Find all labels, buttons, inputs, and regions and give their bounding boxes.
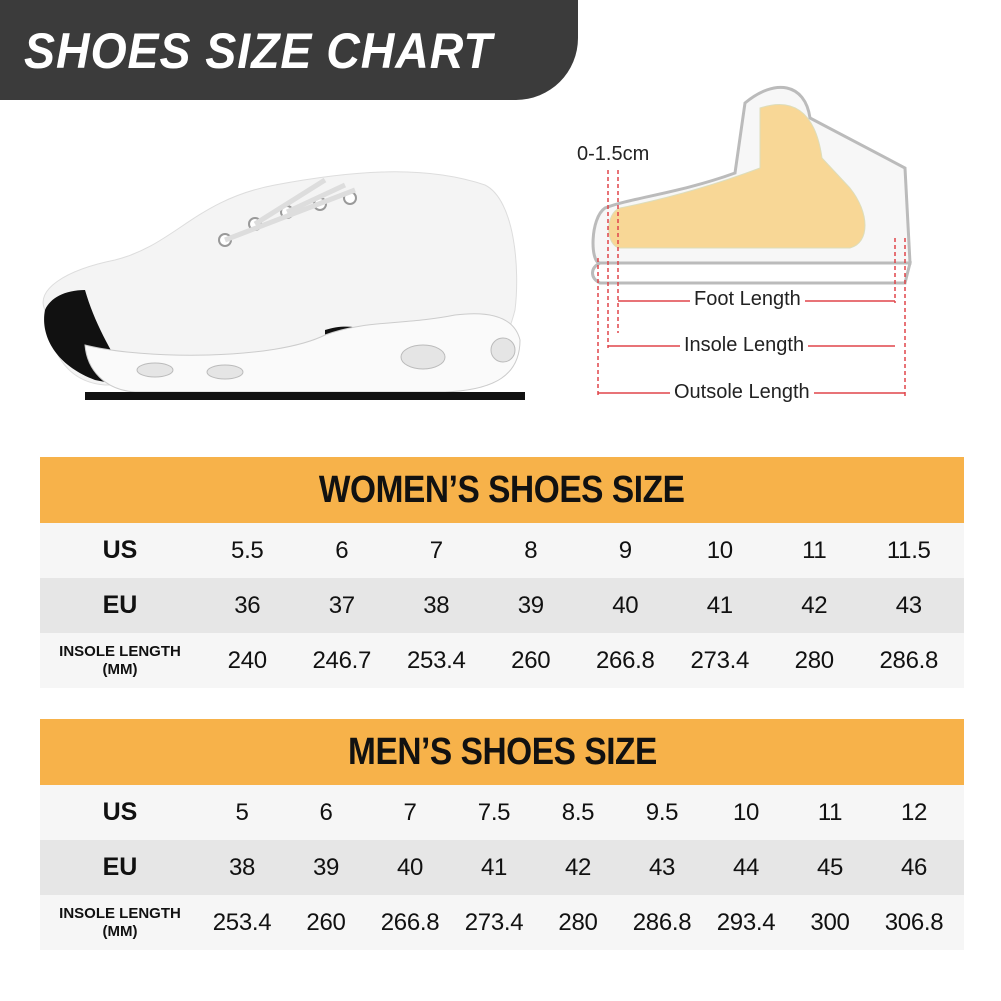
size-cell: 286.8: [632, 908, 692, 936]
size-cell: 293.4: [716, 908, 776, 936]
table-title-text: MEN’S SHOES SIZE: [347, 730, 657, 773]
table-row: EU 36 37 38 39 40 41 42 43: [40, 578, 964, 633]
size-cell: 8.5: [561, 798, 595, 826]
size-cell: 6: [335, 536, 349, 564]
size-cell: 260: [511, 646, 551, 674]
size-cell: 266.8: [380, 908, 440, 936]
table-title: WOMEN’S SHOES SIZE: [40, 457, 964, 523]
size-cell: 246.7: [312, 646, 372, 674]
size-cell: 38: [423, 591, 450, 619]
size-cell: 39: [517, 591, 544, 619]
table-row: INSOLE LENGTH (MM) 240 246.7 253.4 260 266.8 2…: [40, 633, 964, 688]
size-cell: 11: [817, 798, 843, 826]
size-cell: 260: [306, 908, 346, 936]
row-label: INSOLE LENGTH (MM): [59, 642, 181, 678]
size-cell: 7: [403, 798, 417, 826]
row-label: INSOLE LENGTH (MM): [59, 904, 181, 940]
page-title: SHOES SIZE CHART: [24, 23, 493, 79]
size-cell: 41: [480, 853, 508, 881]
size-cell: 7.5: [477, 798, 511, 826]
size-cell: 37: [328, 591, 355, 619]
size-cell: 273.4: [690, 646, 750, 674]
table-row: INSOLE LENGTH (MM) 253.4 260 266.8 273.4 280 2…: [40, 895, 964, 950]
size-cell: 10: [706, 536, 733, 564]
size-cell: 46: [900, 853, 928, 881]
toe-gap-label: 0-1.5cm: [573, 143, 654, 166]
size-cell: 273.4: [464, 908, 524, 936]
size-cell: 300: [810, 908, 850, 936]
size-cell: 43: [648, 853, 676, 881]
size-cell: 40: [612, 591, 639, 619]
size-cell: 6: [319, 798, 333, 826]
size-cell: 280: [794, 646, 834, 674]
size-cell: 280: [558, 908, 598, 936]
size-cell: 5.5: [231, 536, 264, 564]
size-cell: 36: [234, 591, 261, 619]
size-cell: 7: [429, 536, 443, 564]
size-cell: 9.5: [645, 798, 679, 826]
table-row: US 5.5 6 7 8 9 10 11 11.5: [40, 523, 964, 578]
size-cell: 286.8: [879, 646, 939, 674]
size-cell: 8: [524, 536, 538, 564]
size-cell: 44: [732, 853, 760, 881]
size-cell: 5: [235, 798, 249, 826]
sneaker-image: [42, 171, 525, 400]
outsole-length-label: Outsole Length: [670, 381, 814, 404]
table-title: MEN’S SHOES SIZE: [40, 719, 964, 785]
size-cell: 11: [802, 536, 827, 564]
row-label: EU: [102, 853, 138, 881]
size-cell: 41: [706, 591, 733, 619]
size-cell: 42: [801, 591, 828, 619]
size-cell: 9: [618, 536, 632, 564]
size-cell: 240: [227, 646, 267, 674]
size-cell: 12: [900, 798, 928, 826]
size-cell: 40: [396, 853, 424, 881]
table-title-text: WOMEN’S SHOES SIZE: [319, 468, 685, 511]
table-row: EU 38 39 40 41 42 43 44 45 46: [40, 840, 964, 895]
size-cell: 43: [895, 591, 922, 619]
size-cell: 38: [228, 853, 256, 881]
size-cell: 39: [312, 853, 340, 881]
size-cell: 45: [816, 853, 844, 881]
size-cell: 266.8: [595, 646, 655, 674]
size-cell: 10: [732, 798, 760, 826]
womens-size-table: WOMEN’S SHOES SIZE US 5.5 6 7 8 9 10 11 11.5 EU 36 3…: [40, 457, 964, 688]
size-cell: 253.4: [212, 908, 272, 936]
row-label: EU: [102, 591, 138, 619]
title-banner: SHOES SIZE CHART: [0, 0, 578, 100]
mens-size-table: MEN’S SHOES SIZE US 5 6 7 7.5 8.5 9.5 10 11 12 EU 38…: [40, 719, 964, 950]
size-cell: 253.4: [406, 646, 466, 674]
row-label: US: [102, 798, 138, 826]
size-cell: 11.5: [886, 536, 931, 564]
insole-length-label: Insole Length: [680, 334, 809, 357]
foot-measurement-diagram: [591, 86, 912, 398]
size-cell: 306.8: [884, 908, 944, 936]
foot-length-label: Foot Length: [690, 288, 805, 311]
table-row: US 5 6 7 7.5 8.5 9.5 10 11 12: [40, 785, 964, 840]
size-cell: 42: [564, 853, 592, 881]
row-label: US: [102, 536, 138, 564]
